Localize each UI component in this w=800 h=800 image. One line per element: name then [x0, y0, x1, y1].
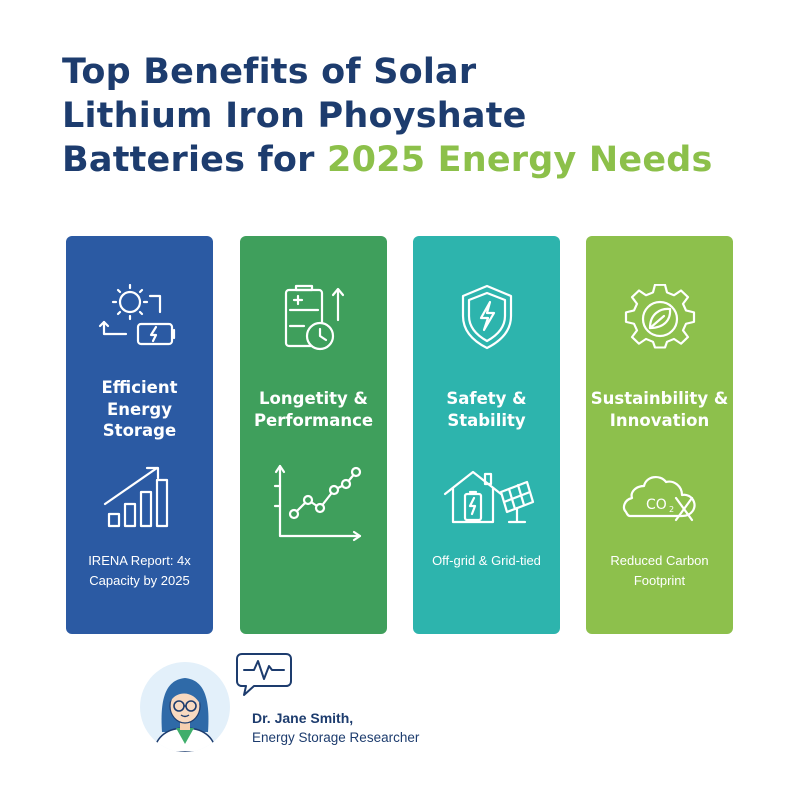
card-caption: IRENA Report: 4x Capacity by 2025: [88, 553, 191, 588]
shield-lightning-icon: [413, 284, 560, 354]
title-line-2: Lithium Iron Phoyshate: [62, 96, 527, 136]
svg-text:2: 2: [669, 505, 674, 514]
solar-battery-cycle-icon: [66, 284, 213, 354]
title-line-3: Batteries for 2025 Energy Needs: [62, 138, 742, 182]
gear-leaf-icon: [586, 284, 733, 354]
benefit-card-sustainability: Sustainbility & Innovation CO 2 Reduced …: [586, 236, 733, 634]
benefit-card-efficient-storage: Efficient Energy Storage IRENA Report: 4…: [66, 236, 213, 634]
house-solar-panel-icon: [413, 464, 560, 534]
battery-clock-icon: [240, 284, 387, 354]
card-title: Safety & Stability: [446, 389, 527, 430]
title-line-3-plain: Batteries for: [62, 140, 328, 180]
bar-growth-arrow-icon: [66, 464, 213, 534]
author-name: Dr. Jane Smith,: [252, 710, 354, 726]
card-title: Sustainbility & Innovation: [590, 389, 729, 430]
card-caption: Off-grid & Grid-tied: [432, 553, 541, 568]
co2-cloud-icon: CO 2: [586, 464, 733, 534]
benefit-card-safety: Safety & Stability Off-grid & Grid-tied: [413, 236, 560, 634]
title-accent: 2025 Energy Needs: [327, 140, 713, 180]
card-title: Efficient Energy Storage: [101, 378, 178, 440]
card-caption: Reduced Carbon Footprint: [610, 553, 709, 588]
author-role: Energy Storage Researcher: [252, 730, 420, 745]
page-title: Top Benefits of Solar Lithium Iron Phoys…: [62, 50, 742, 182]
line-chart-icon: [240, 464, 387, 542]
author-block: Dr. Jane Smith, Energy Storage Researche…: [140, 650, 560, 770]
svg-text:CO: CO: [646, 497, 667, 513]
researcher-avatar-icon: [140, 662, 230, 752]
benefit-card-longevity: Longetity & Performance: [240, 236, 387, 634]
title-line-1: Top Benefits of Solar: [62, 52, 477, 92]
card-title: Longetity & Performance: [253, 389, 374, 430]
pulse-speech-bubble-icon: [234, 650, 294, 705]
